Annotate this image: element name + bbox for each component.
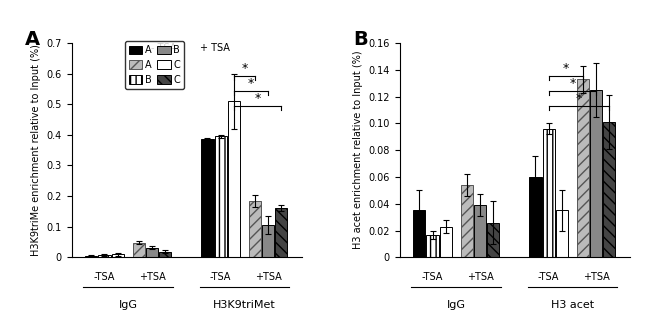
Bar: [146, 248, 158, 257]
Bar: [461, 185, 473, 257]
Bar: [577, 79, 589, 257]
Bar: [603, 122, 616, 257]
Text: *: *: [248, 77, 254, 90]
Bar: [543, 129, 554, 257]
Text: +TSA: +TSA: [138, 273, 165, 282]
Y-axis label: H3 acet enrichment relative to Input (%): H3 acet enrichment relative to Input (%): [353, 51, 363, 249]
Text: +TSA: +TSA: [467, 273, 493, 282]
Text: -TSA: -TSA: [422, 273, 443, 282]
Text: *: *: [569, 77, 575, 90]
Bar: [249, 201, 261, 257]
Text: IgG: IgG: [119, 300, 138, 310]
Bar: [487, 222, 499, 257]
Text: *: *: [241, 62, 248, 75]
Bar: [590, 90, 603, 257]
Bar: [262, 225, 274, 257]
Text: *: *: [576, 92, 582, 105]
Text: H3 acet: H3 acet: [551, 300, 594, 310]
Text: *: *: [563, 62, 569, 75]
Bar: [474, 205, 486, 257]
Bar: [202, 139, 214, 257]
Text: - TSA: - TSA: [151, 43, 177, 53]
Bar: [529, 177, 541, 257]
Bar: [133, 243, 145, 257]
Bar: [556, 211, 568, 257]
Text: A: A: [25, 30, 40, 49]
Text: H3K9triMet: H3K9triMet: [213, 300, 276, 310]
Bar: [439, 227, 452, 257]
Bar: [85, 256, 98, 257]
Text: +TSA: +TSA: [583, 273, 610, 282]
Text: -TSA: -TSA: [210, 273, 231, 282]
Bar: [276, 208, 287, 257]
Bar: [413, 211, 425, 257]
Bar: [227, 101, 240, 257]
Legend: A, A, B, B, C, C: A, A, B, B, C, C: [125, 41, 184, 89]
Text: -TSA: -TSA: [538, 273, 560, 282]
Bar: [426, 235, 439, 257]
Text: +TSA: +TSA: [255, 273, 281, 282]
Y-axis label: H3K9triMe enrichment relative to Input (%): H3K9triMe enrichment relative to Input (…: [31, 44, 41, 256]
Bar: [214, 136, 227, 257]
Text: *: *: [255, 92, 261, 105]
Text: B: B: [354, 30, 368, 49]
Bar: [159, 252, 172, 257]
Text: + TSA: + TSA: [200, 43, 229, 53]
Bar: [112, 254, 124, 257]
Bar: [98, 255, 110, 257]
Text: IgG: IgG: [447, 300, 466, 310]
Text: -TSA: -TSA: [94, 273, 115, 282]
